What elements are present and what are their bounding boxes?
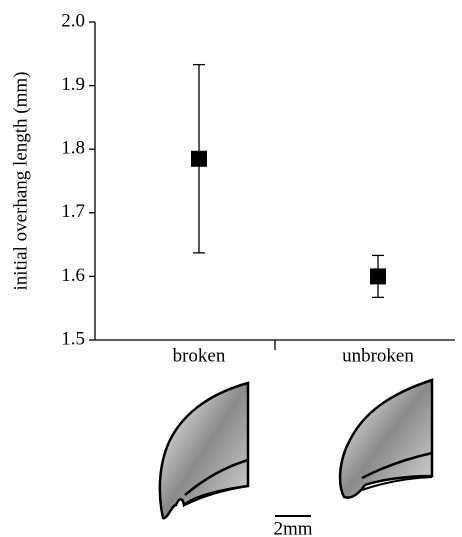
marker	[370, 268, 386, 285]
x-tick-label: unbroken	[342, 345, 414, 366]
y-tick-label: 1.9	[61, 74, 85, 95]
x-tick-label: broken	[173, 345, 226, 366]
claw-unbroken	[338, 378, 434, 499]
scale-label: 2mm	[273, 518, 312, 537]
y-axis-label: initial overhang length (mm)	[10, 72, 31, 291]
y-tick-label: 1.6	[61, 265, 85, 286]
marker	[191, 150, 207, 167]
y-tick-label: 1.7	[61, 201, 85, 222]
y-tick-label: 2.0	[61, 10, 85, 31]
y-tick-label: 1.8	[61, 138, 85, 159]
y-tick-label: 1.5	[61, 328, 85, 349]
claw-broken	[158, 381, 250, 520]
